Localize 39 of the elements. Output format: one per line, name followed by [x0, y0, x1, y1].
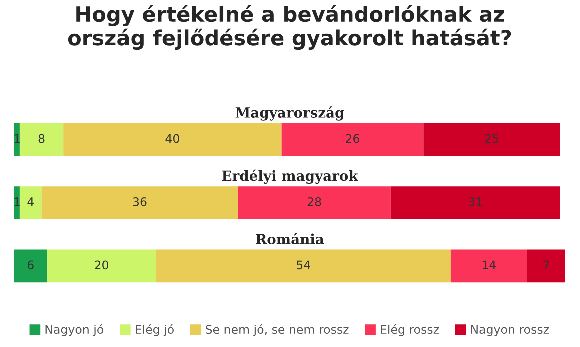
bar [156, 250, 451, 283]
data-label: 4 [28, 198, 34, 206]
bar [424, 123, 560, 156]
legend-label: Elég jó [136, 324, 174, 336]
data-label: 1 [14, 198, 20, 206]
legend-label: Nagyon jó [46, 324, 104, 336]
bar [450, 250, 528, 283]
chart-title: Hogy értékelné a bevándorlóknak az ország fejlődésére gyakorolt hatását? [68, 5, 512, 50]
data-label: 14 [482, 260, 496, 270]
data-label: 31 [468, 198, 482, 206]
bar [42, 186, 238, 220]
data-label: 20 [95, 260, 109, 270]
data-label: 6 [28, 260, 34, 270]
bar [390, 186, 560, 220]
legend-label: Elég rossz [381, 324, 440, 336]
y-tick-label: Románia [256, 233, 324, 245]
bar [282, 123, 424, 156]
bar [14, 186, 20, 220]
bar [47, 250, 156, 283]
legend-label: Se nem jó, se nem rossz [206, 324, 349, 336]
legend-label: Nagyon rossz [471, 325, 550, 336]
data-label: 36 [133, 198, 147, 206]
bar [20, 123, 64, 156]
bar [20, 186, 42, 220]
data-label: 25 [485, 134, 498, 144]
data-label: 7 [544, 260, 550, 270]
data-label: 40 [166, 134, 180, 144]
data-label: 54 [297, 260, 310, 270]
data-label: 28 [308, 198, 322, 206]
bar [238, 186, 391, 220]
y-tick-label: Erdélyi magyarok [222, 170, 359, 184]
data-label: 1 [14, 134, 20, 144]
bar [14, 123, 20, 156]
bar [64, 123, 282, 156]
y-tick-label: Magyarország [236, 106, 344, 121]
bar [527, 250, 566, 283]
data-label: 26 [346, 134, 360, 144]
data-label: 8 [38, 134, 45, 144]
bar [14, 250, 48, 283]
